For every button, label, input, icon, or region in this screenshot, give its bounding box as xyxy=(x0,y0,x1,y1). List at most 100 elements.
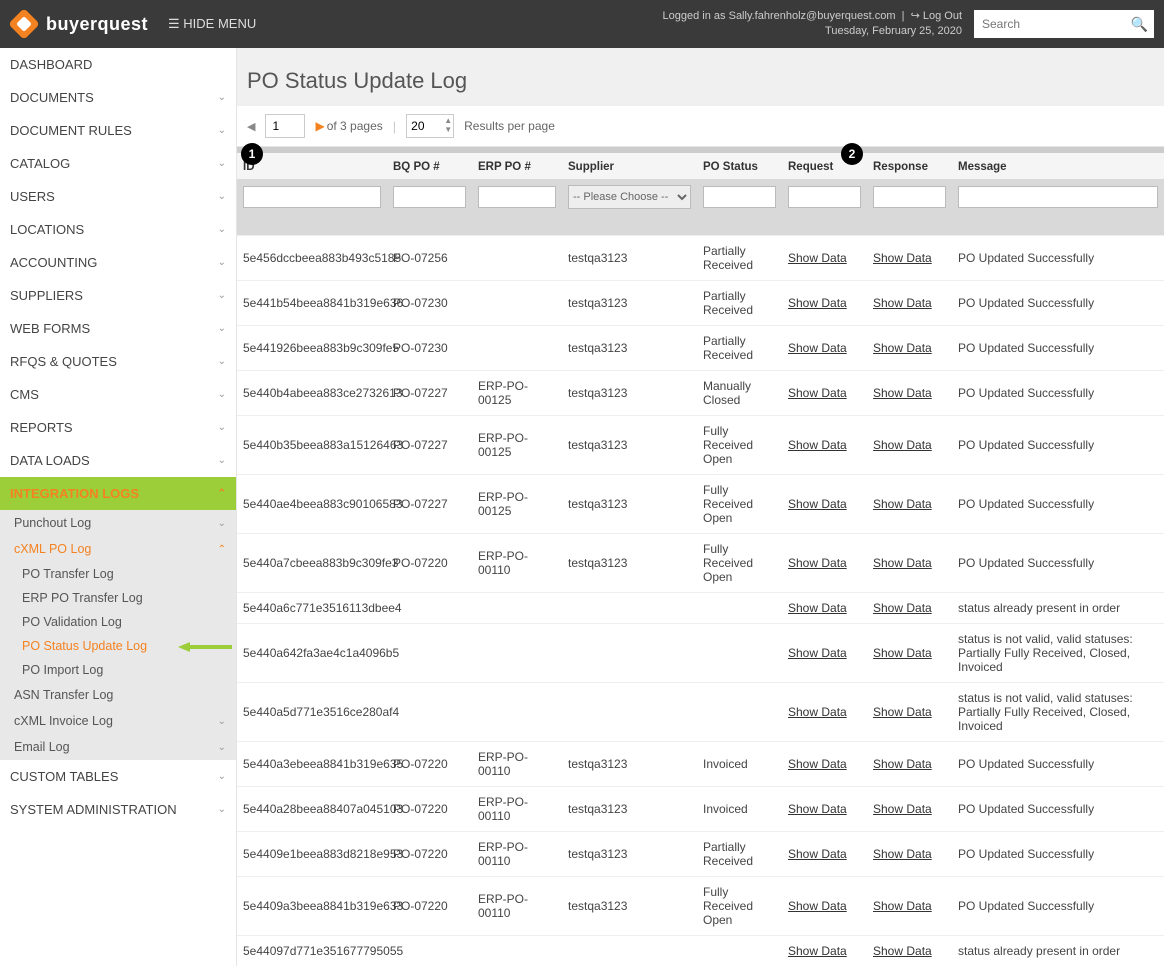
content-panel: ◀ ▶of 3 pages | ▲▼ Results per page 1 2 xyxy=(237,106,1164,966)
show-data-response[interactable]: Show Data xyxy=(873,497,932,511)
header-right: Logged in as Sally.fahrenholz@buyerquest… xyxy=(663,9,1154,40)
column-header[interactable]: ERP PO # xyxy=(472,153,562,179)
subsub-item[interactable]: PO Transfer Log xyxy=(0,562,236,586)
nav-item[interactable]: CUSTOM TABLES⌄ xyxy=(0,760,236,793)
nav-item[interactable]: DATA LOADS⌄ xyxy=(0,444,236,477)
chevron-down-icon: ⌄ xyxy=(218,125,226,136)
chevron-down-icon: ⌄ xyxy=(218,158,226,169)
show-data-request[interactable]: Show Data xyxy=(788,251,847,265)
subsub-item[interactable]: ERP PO Transfer Log xyxy=(0,586,236,610)
show-data-response[interactable]: Show Data xyxy=(873,341,932,355)
logo-icon xyxy=(10,10,38,38)
subsub-item[interactable]: PO Validation Log xyxy=(0,610,236,634)
nav-item[interactable]: CMS⌄ xyxy=(0,378,236,411)
nav-item[interactable]: RFQS & QUOTES⌄ xyxy=(0,345,236,378)
show-data-response[interactable]: Show Data xyxy=(873,757,932,771)
show-data-response[interactable]: Show Data xyxy=(873,802,932,816)
filter-supplier[interactable]: -- Please Choose -- xyxy=(568,185,691,209)
nav-item[interactable]: DOCUMENT RULES⌄ xyxy=(0,114,236,147)
table-row: 5e440a28beea88407a045103PO-07220ERP-PO-0… xyxy=(237,786,1164,831)
show-data-request[interactable]: Show Data xyxy=(788,757,847,771)
brand: buyerquest xyxy=(10,10,148,38)
search-input[interactable] xyxy=(974,10,1154,38)
search-icon[interactable]: 🔍 xyxy=(1131,16,1148,33)
column-header[interactable]: PO Status xyxy=(697,153,782,179)
pager-prev[interactable]: ◀ xyxy=(247,120,255,133)
table-row: 5e441926beea883b9c309fe5PO-07230testqa31… xyxy=(237,325,1164,370)
integration-submenu: Punchout Log ⌄ cXML PO Log ⌃ PO Transfer… xyxy=(0,510,236,760)
nav-item[interactable]: SUPPLIERS⌄ xyxy=(0,279,236,312)
show-data-request[interactable]: Show Data xyxy=(788,899,847,913)
spinner-icon[interactable]: ▲▼ xyxy=(444,116,452,134)
filter-message[interactable] xyxy=(958,186,1158,208)
nav-item[interactable]: DOCUMENTS⌄ xyxy=(0,81,236,114)
sub-punchout-log[interactable]: Punchout Log ⌄ xyxy=(0,510,236,536)
show-data-response[interactable]: Show Data xyxy=(873,705,932,719)
show-data-request[interactable]: Show Data xyxy=(788,944,847,958)
arrow-indicator-icon xyxy=(176,641,226,651)
nav-item[interactable]: CATALOG⌄ xyxy=(0,147,236,180)
table-row: 5e4409e1beea883d8218e953PO-07220ERP-PO-0… xyxy=(237,831,1164,876)
nav-item[interactable]: WEB FORMS⌄ xyxy=(0,312,236,345)
show-data-response[interactable]: Show Data xyxy=(873,251,932,265)
table-row: 5e440a5d771e3516ce280af4Show DataShow Da… xyxy=(237,682,1164,741)
nav-item[interactable]: LOCATIONS⌄ xyxy=(0,213,236,246)
filter-status[interactable] xyxy=(703,186,776,208)
subsub-item[interactable]: PO Import Log xyxy=(0,658,236,682)
subsub-item[interactable]: PO Status Update Log xyxy=(0,634,236,658)
show-data-request[interactable]: Show Data xyxy=(788,497,847,511)
show-data-response[interactable]: Show Data xyxy=(873,646,932,660)
column-header[interactable]: BQ PO # xyxy=(387,153,472,179)
filter-request[interactable] xyxy=(788,186,861,208)
table-row: 5e440a7cbeea883b9c309fe3PO-07220ERP-PO-0… xyxy=(237,533,1164,592)
show-data-response[interactable]: Show Data xyxy=(873,847,932,861)
show-data-response[interactable]: Show Data xyxy=(873,899,932,913)
table-row: 5e4409a3beea8841b319e633PO-07220ERP-PO-0… xyxy=(237,876,1164,935)
filter-erp[interactable] xyxy=(478,186,556,208)
show-data-response[interactable]: Show Data xyxy=(873,386,932,400)
nav-integration-logs[interactable]: INTEGRATION LOGS ⌃ xyxy=(0,477,236,510)
table-row: 5e44097d771e351677795055Show DataShow Da… xyxy=(237,935,1164,966)
show-data-request[interactable]: Show Data xyxy=(788,438,847,452)
show-data-request[interactable]: Show Data xyxy=(788,705,847,719)
chevron-down-icon: ⌄ xyxy=(218,742,226,753)
show-data-response[interactable]: Show Data xyxy=(873,296,932,310)
sub-asn-transfer-log[interactable]: ASN Transfer Log xyxy=(0,682,236,708)
column-header[interactable]: Message xyxy=(952,153,1164,179)
show-data-request[interactable]: Show Data xyxy=(788,802,847,816)
table-row: 5e440a3ebeea8841b319e635PO-07220ERP-PO-0… xyxy=(237,741,1164,786)
nav-item[interactable]: SYSTEM ADMINISTRATION⌄ xyxy=(0,793,236,826)
show-data-request[interactable]: Show Data xyxy=(788,601,847,615)
header-date: Tuesday, February 25, 2020 xyxy=(663,24,962,39)
nav-item[interactable]: ACCOUNTING⌄ xyxy=(0,246,236,279)
chevron-down-icon: ⌄ xyxy=(218,771,226,782)
logout-link[interactable]: Log Out xyxy=(923,10,962,22)
pager-current-input[interactable] xyxy=(265,114,305,138)
filter-bq[interactable] xyxy=(393,186,466,208)
logged-in-label: Logged in as Sally.fahrenholz@buyerquest… xyxy=(663,10,896,22)
column-header[interactable]: Supplier xyxy=(562,153,697,179)
sub-cxml-po-log[interactable]: cXML PO Log ⌃ xyxy=(0,536,236,562)
filter-id[interactable] xyxy=(243,186,381,208)
nav-item[interactable]: REPORTS⌄ xyxy=(0,411,236,444)
callout-1: 1 xyxy=(241,143,263,165)
show-data-response[interactable]: Show Data xyxy=(873,556,932,570)
show-data-request[interactable]: Show Data xyxy=(788,556,847,570)
show-data-response[interactable]: Show Data xyxy=(873,438,932,452)
show-data-request[interactable]: Show Data xyxy=(788,341,847,355)
show-data-response[interactable]: Show Data xyxy=(873,944,932,958)
filter-response[interactable] xyxy=(873,186,946,208)
column-header[interactable]: Response xyxy=(867,153,952,179)
nav-item[interactable]: USERS⌄ xyxy=(0,180,236,213)
show-data-request[interactable]: Show Data xyxy=(788,386,847,400)
log-table: IDBQ PO #ERP PO #SupplierPO StatusReques… xyxy=(237,153,1164,966)
hide-menu-toggle[interactable]: ☰ HIDE MENU xyxy=(168,16,256,32)
sub-email-log[interactable]: Email Log ⌄ xyxy=(0,734,236,760)
show-data-request[interactable]: Show Data xyxy=(788,296,847,310)
nav-item[interactable]: DASHBOARD xyxy=(0,48,236,81)
sub-cxml-invoice-log[interactable]: cXML Invoice Log ⌄ xyxy=(0,708,236,734)
show-data-request[interactable]: Show Data xyxy=(788,847,847,861)
show-data-request[interactable]: Show Data xyxy=(788,646,847,660)
chevron-down-icon: ⌄ xyxy=(218,389,226,400)
show-data-response[interactable]: Show Data xyxy=(873,601,932,615)
